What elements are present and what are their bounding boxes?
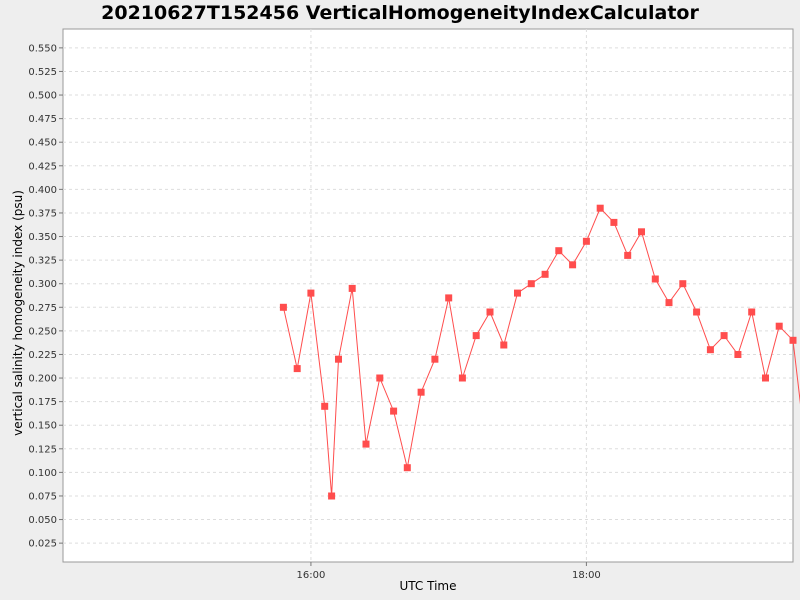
- y-tick-label: 0.125: [28, 444, 57, 455]
- y-tick-label: 0.300: [28, 279, 57, 290]
- data-point: [527, 280, 535, 288]
- data-point: [445, 294, 453, 302]
- data-point: [472, 332, 480, 340]
- y-tick-label: 0.475: [28, 114, 57, 125]
- data-point: [762, 374, 769, 382]
- data-point: [390, 407, 398, 415]
- data-point: [293, 365, 301, 373]
- y-tick-label: 0.175: [28, 397, 57, 408]
- y-tick-label: 0.400: [28, 185, 57, 196]
- data-point: [706, 346, 714, 354]
- data-point: [693, 308, 701, 316]
- y-tick-label: 0.025: [28, 539, 57, 550]
- data-point: [500, 341, 508, 349]
- y-tick-label: 0.050: [28, 515, 57, 526]
- data-point: [458, 374, 466, 382]
- y-tick-label: 0.275: [28, 303, 57, 314]
- data-point: [651, 275, 659, 283]
- data-point: [569, 261, 577, 269]
- data-point: [555, 247, 563, 255]
- data-point: [307, 289, 315, 297]
- data-point: [417, 388, 425, 396]
- y-tick-label: 0.150: [28, 421, 57, 432]
- y-tick-label: 0.200: [28, 374, 57, 385]
- data-point: [596, 204, 604, 212]
- data-point: [376, 374, 384, 382]
- data-point: [789, 336, 797, 344]
- data-point: [638, 228, 645, 236]
- y-tick-label: 0.550: [28, 43, 57, 54]
- data-point: [486, 308, 494, 316]
- series-line: [282, 207, 800, 497]
- series-group: [279, 204, 800, 500]
- data-point: [775, 322, 783, 330]
- y-tick-label: 0.075: [28, 491, 57, 502]
- data-point: [610, 218, 618, 226]
- y-tick-label: 0.525: [28, 67, 57, 78]
- y-tick-label: 0.325: [28, 256, 57, 267]
- data-point: [348, 284, 356, 292]
- data-point: [514, 289, 521, 297]
- x-axis: 16:0018:0020:0022:0000:0002:0004:0006:00…: [297, 562, 601, 581]
- y-tick-label: 0.350: [28, 232, 57, 243]
- data-point: [624, 251, 632, 259]
- data-point: [335, 355, 342, 363]
- y-tick-label: 0.250: [28, 326, 57, 337]
- y-tick-label: 0.425: [28, 161, 57, 172]
- y-tick-label: 0.500: [28, 91, 57, 102]
- data-point: [328, 492, 336, 500]
- chart-title: 20210627T152456 VerticalHomogeneityIndex…: [101, 2, 699, 24]
- data-point: [362, 440, 370, 448]
- data-point: [582, 237, 590, 245]
- y-tick-label: 0.375: [28, 208, 57, 219]
- data-point: [720, 332, 728, 340]
- data-point: [734, 351, 742, 358]
- data-point: [665, 299, 673, 307]
- x-axis-label: UTC Time: [400, 579, 457, 593]
- plot-area: [62, 28, 794, 563]
- x-tick-label: 18:00: [572, 570, 601, 581]
- grid: [63, 29, 793, 562]
- data-point: [541, 270, 549, 278]
- data-point: [279, 303, 287, 311]
- data-point: [679, 280, 687, 288]
- data-point: [748, 308, 756, 316]
- data-point: [403, 464, 411, 472]
- y-axis-label: vertical salinity homogeneity index (psu…: [11, 190, 25, 436]
- y-axis: 0.025 0.050 0.075 0.100 0.125 0.150 0.175 0.200…: [28, 43, 63, 550]
- data-point: [321, 402, 329, 410]
- data-point: [431, 355, 439, 363]
- y-tick-label: 0.100: [28, 468, 57, 479]
- y-tick-label: 0.225: [28, 350, 57, 361]
- x-tick-label: 16:00: [297, 570, 326, 581]
- y-tick-label: 0.450: [28, 138, 57, 149]
